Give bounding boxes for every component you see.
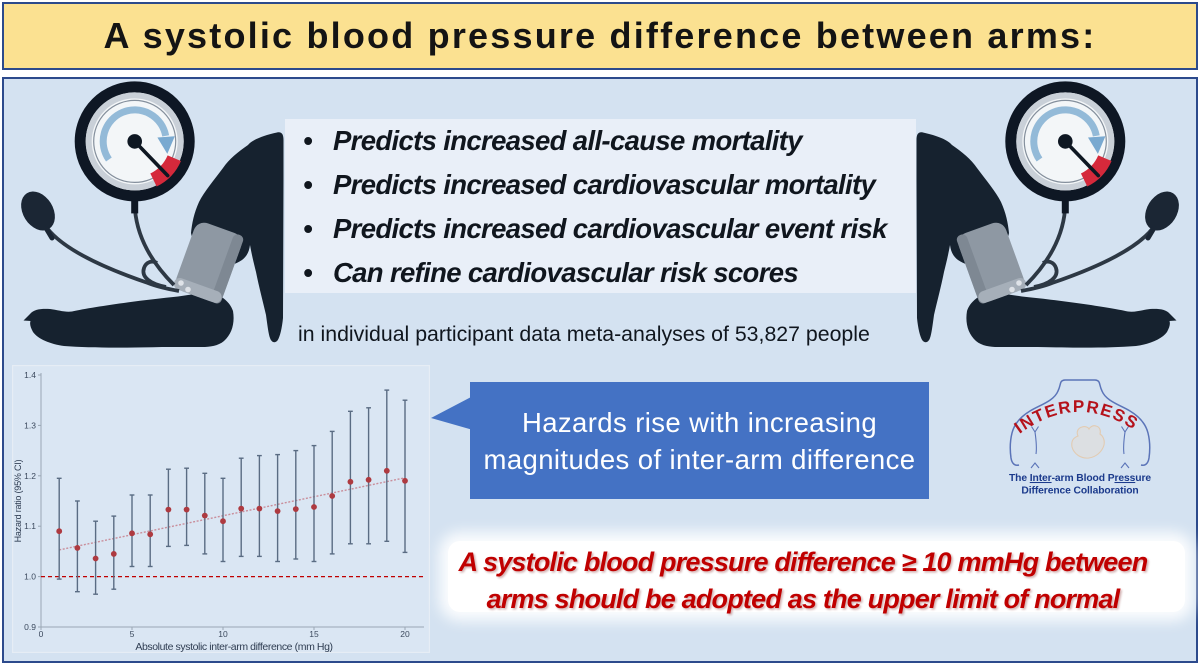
svg-text:0: 0 [39,629,44,639]
svg-text:5: 5 [130,629,135,639]
svg-text:0.9: 0.9 [24,622,36,632]
svg-text:1.4: 1.4 [24,370,36,380]
svg-text:15: 15 [309,629,319,639]
svg-text:1.2: 1.2 [24,471,36,481]
svg-text:The Inter-arm Blood Pressure: The Inter-arm Blood Pressure [1009,473,1151,484]
svg-text:Hazard ratio (95% CI): Hazard ratio (95% CI) [13,459,23,542]
svg-text:1.1: 1.1 [24,521,36,531]
svg-text:Difference Collaboration: Difference Collaboration [1021,486,1138,497]
svg-text:1.3: 1.3 [24,420,36,430]
svg-text:1.0: 1.0 [24,572,36,582]
svg-text:10: 10 [218,629,228,639]
svg-text:20: 20 [400,629,410,639]
svg-text:INTERPRESS: INTERPRESS [1011,397,1142,437]
svg-text:Absolute systolic inter-arm di: Absolute systolic inter-arm difference (… [135,641,332,653]
